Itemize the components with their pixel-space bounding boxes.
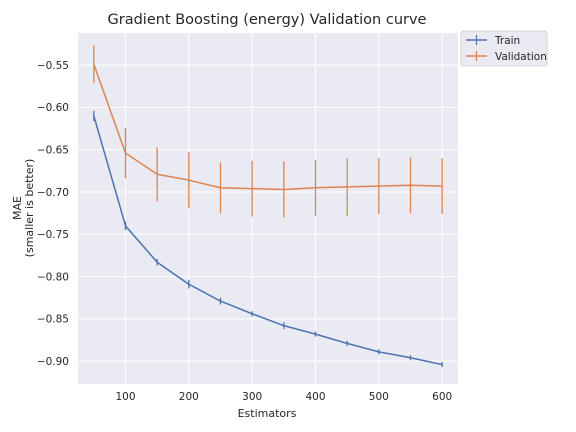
plot-area	[78, 33, 458, 384]
x-tick-labels: 100 200 300 400 500 600	[115, 391, 452, 403]
legend-validation-label: Validation	[495, 51, 547, 63]
legend-train-label: Train	[494, 35, 520, 47]
chart-title: Gradient Boosting (energy) Validation cu…	[108, 12, 427, 28]
y-tick-label-2: −0.65	[37, 145, 69, 157]
x-axis-title: Estimators	[238, 407, 297, 420]
validation-line	[93, 64, 443, 191]
x-tick-label-5: 600	[432, 391, 452, 403]
legend: Train Validation	[460, 30, 548, 67]
x-tick-label-4: 500	[369, 391, 389, 403]
y-tick-label-7: −0.90	[37, 356, 69, 368]
y-axis-title-line-1: MAE	[11, 196, 24, 220]
validation-series	[93, 45, 443, 218]
x-tick-label-0: 100	[115, 391, 135, 403]
y-tick-label-1: −0.60	[37, 102, 69, 114]
x-tick-label-3: 400	[305, 391, 325, 403]
y-tick-label-5: −0.80	[37, 271, 69, 283]
series-layer	[93, 45, 443, 368]
x-tick-label-2: 300	[242, 391, 262, 403]
train-line	[93, 115, 443, 366]
y-tick-label-0: −0.55	[37, 60, 69, 72]
y-axis-title-line-2: (smaller is better)	[23, 159, 36, 258]
train-series	[93, 110, 443, 368]
y-tick-label-3: −0.70	[37, 187, 69, 199]
y-tick-label-4: −0.75	[37, 229, 69, 241]
y-tick-labels: −0.55 −0.60 −0.65 −0.70 −0.75 −0.80 −0.85 −0.90	[37, 60, 69, 368]
y-tick-label-6: −0.85	[37, 314, 69, 326]
x-tick-label-1: 200	[179, 391, 199, 403]
